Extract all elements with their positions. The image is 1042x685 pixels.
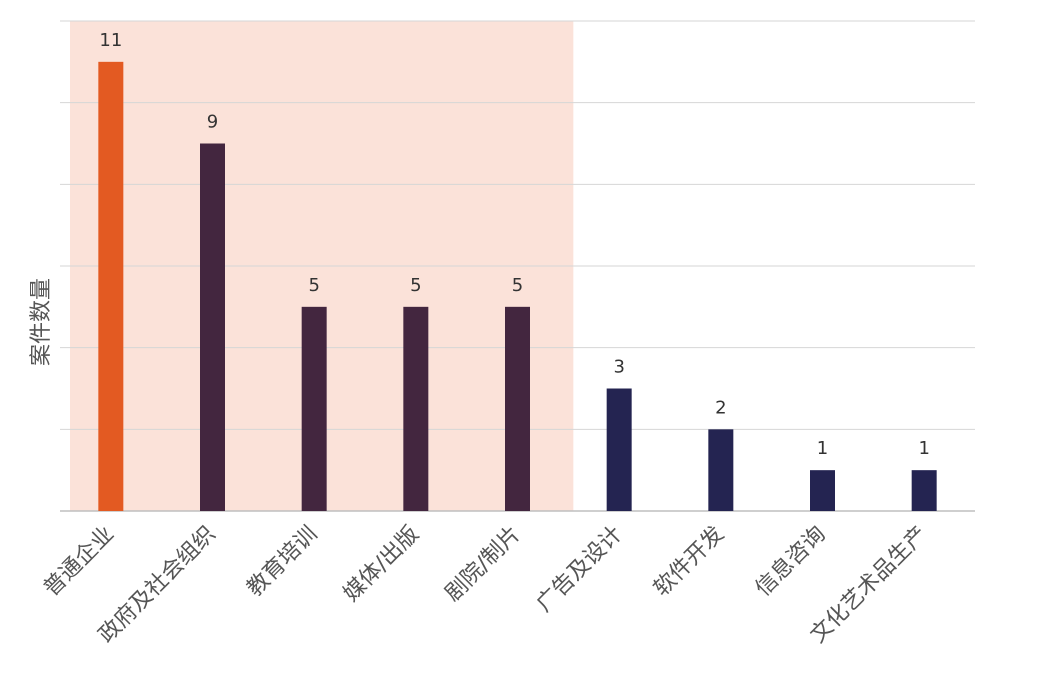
data-label: 5 [512, 275, 523, 296]
bar [810, 470, 835, 511]
data-label: 5 [308, 275, 319, 296]
bar [505, 306, 530, 511]
category-label: 普通企业 [39, 522, 119, 602]
category-label: 信息咨询 [751, 522, 831, 602]
data-label: 11 [99, 30, 122, 51]
data-label: 1 [918, 438, 929, 459]
bar [301, 306, 327, 511]
bar [911, 470, 937, 511]
category-label: 剧院/制片 [441, 522, 526, 607]
data-label: 3 [613, 357, 624, 378]
y-axis-label: 案件数量 [29, 278, 54, 366]
category-label: 广告及设计 [532, 522, 627, 617]
bar [98, 61, 124, 511]
bar [606, 388, 632, 511]
bar [708, 429, 734, 511]
data-label: 5 [410, 275, 421, 296]
bar [403, 306, 429, 511]
data-label: 1 [817, 438, 828, 459]
data-label: 9 [207, 112, 218, 133]
category-label: 软件开发 [649, 522, 729, 602]
category-label: 媒体/出版 [339, 522, 424, 607]
category-label: 教育培训 [242, 522, 322, 602]
bar [200, 143, 225, 511]
data-label: 2 [715, 397, 726, 418]
